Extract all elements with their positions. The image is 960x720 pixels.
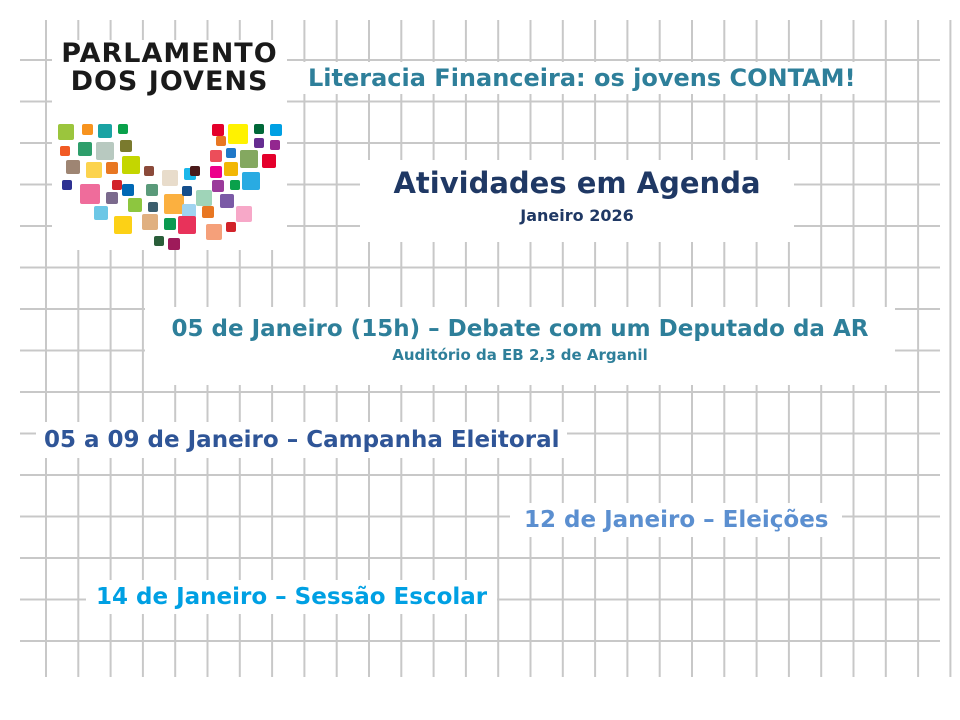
logo-square: [228, 124, 248, 144]
logo-square: [146, 184, 158, 196]
logo-square: [230, 180, 240, 190]
logo-square: [80, 184, 100, 204]
logo-square: [196, 190, 212, 206]
event-eleicoes: 12 de Janeiro – Eleições: [510, 503, 843, 537]
logo-square: [82, 124, 93, 135]
logo-square: [212, 124, 224, 136]
logo-square: [112, 180, 122, 190]
logo-square: [122, 184, 134, 196]
logo-square: [270, 140, 280, 150]
logo-square: [142, 214, 158, 230]
event-title: 05 de Janeiro (15h) – Debate com um Depu…: [171, 316, 869, 342]
logo-square: [224, 162, 238, 176]
logo-square: [212, 180, 224, 192]
logo-square: [262, 154, 276, 168]
logo-square: [210, 150, 222, 162]
logo-square: [128, 198, 142, 212]
logo-square: [78, 142, 92, 156]
logo-square: [240, 150, 258, 168]
logo-heart-squares: [58, 124, 282, 250]
event-location: Auditório da EB 2,3 de Arganil: [392, 346, 648, 364]
event-sessao-escolar: 14 de Janeiro – Sessão Escolar: [86, 580, 498, 614]
logo-square: [220, 194, 234, 208]
logo-square: [254, 124, 264, 134]
logo-square: [270, 124, 282, 136]
logo-square: [118, 124, 128, 134]
logo-square: [164, 194, 184, 214]
logo-square: [114, 216, 132, 234]
logo-square: [226, 148, 236, 158]
logo-square: [226, 222, 236, 232]
agenda-heading-box: Atividades em Agenda Janeiro 2026: [360, 160, 794, 242]
logo-square: [182, 204, 196, 218]
project-title: Literacia Financeira: os jovens CONTAM!: [300, 62, 864, 94]
logo-square: [254, 138, 264, 148]
logo-square: [58, 124, 74, 140]
logo-square: [216, 136, 226, 146]
logo-square: [190, 166, 200, 176]
logo-square: [210, 166, 222, 178]
logo-square: [206, 224, 222, 240]
logo-text-line1: PARLAMENTO: [61, 38, 278, 69]
logo-text-line2: DOS JOVENS: [70, 66, 269, 97]
logo-square: [144, 166, 154, 176]
logo-square: [60, 146, 70, 156]
logo-square: [182, 186, 192, 196]
page-subtitle-month: Janeiro 2026: [520, 206, 634, 225]
logo-square: [122, 156, 140, 174]
logo-square: [162, 170, 178, 186]
logo-square: [164, 218, 176, 230]
logo-square: [86, 162, 102, 178]
logo-square: [178, 216, 196, 234]
event-debate: 05 de Janeiro (15h) – Debate com um Depu…: [145, 307, 895, 385]
logo-square: [154, 236, 164, 246]
logo-square: [66, 160, 80, 174]
logo-square: [148, 202, 158, 212]
logo-square: [168, 238, 180, 250]
logo-square: [106, 162, 118, 174]
logo-square: [242, 172, 260, 190]
logo-square: [98, 124, 112, 138]
logo-square: [120, 140, 132, 152]
page-title: Atividades em Agenda: [393, 166, 761, 200]
event-campanha: 05 a 09 de Janeiro – Campanha Eleitoral: [36, 422, 568, 458]
logo-square: [106, 192, 118, 204]
logo-square: [94, 206, 108, 220]
logo-square: [202, 206, 214, 218]
parlamento-dos-jovens-logo: PARLAMENTO DOS JOVENS: [52, 40, 287, 250]
logo-square: [62, 180, 72, 190]
logo-square: [236, 206, 252, 222]
logo-square: [96, 142, 114, 160]
